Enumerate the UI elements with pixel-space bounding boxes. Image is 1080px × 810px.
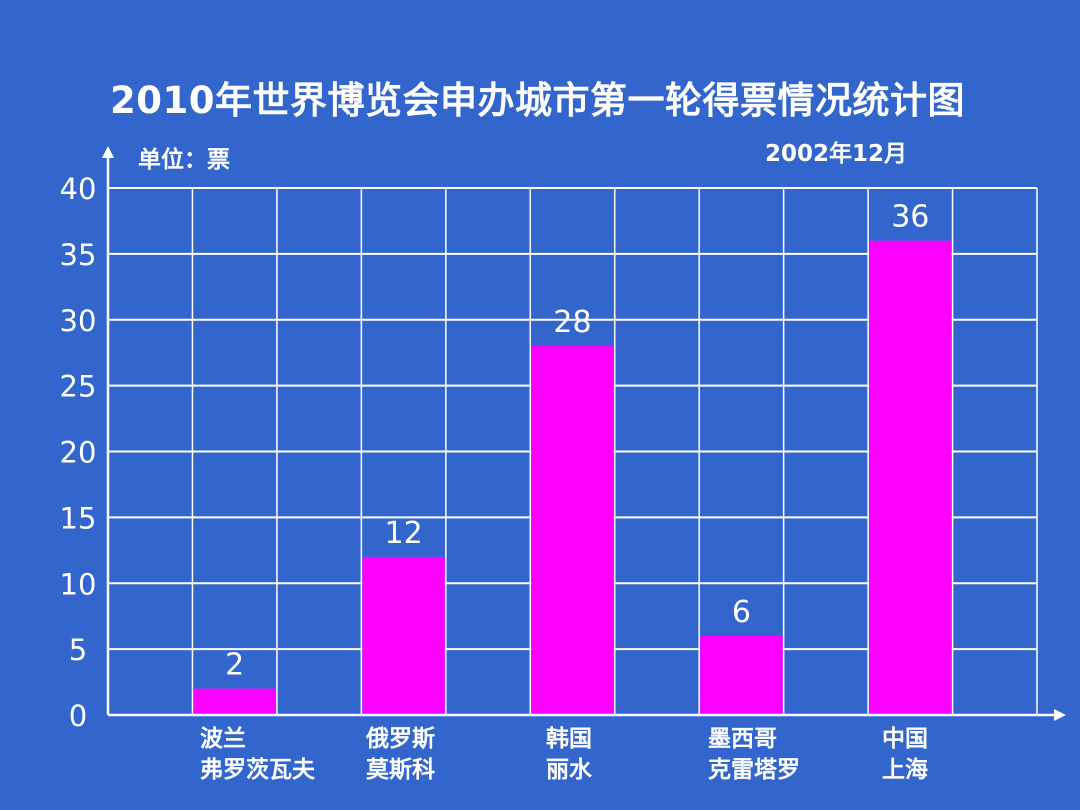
category-label-line: 俄罗斯 [366,726,435,752]
data-label: 2 [225,648,244,683]
category-label: 中国 上海 [882,724,928,786]
y-tick-label: 20 [60,436,97,470]
bar [362,556,445,715]
y-tick-label: 5 [69,633,87,667]
category-label: 韩国 丽水 [546,724,592,786]
category-label-line: 墨西哥 [708,726,777,752]
y-tick-label: 30 [60,304,97,338]
bar [531,346,614,715]
y-tick-label: 40 [60,172,97,206]
date-label: 2002年12月 [765,141,908,167]
data-label: 6 [732,595,751,630]
category-label-line: 上海 [882,757,928,783]
y-tick-label: 25 [60,370,97,404]
y-tick-label: 35 [60,238,97,272]
y-tick-label: 15 [60,501,97,535]
y-axis-arrow-icon [102,146,114,158]
data-label: 12 [384,516,422,551]
category-label-line: 弗罗茨瓦夫 [200,757,315,783]
bar [700,635,783,715]
unit-label: 单位：票 [138,147,230,173]
axes [102,146,1066,721]
x-axis-arrow-icon [1054,709,1066,721]
data-label: 36 [891,200,929,235]
category-label-line: 莫斯科 [366,757,435,783]
y-tick-label: 0 [69,699,87,733]
labels: 2 12 28 6 36 0 5 10 15 20 25 30 35 40 [60,172,930,733]
category-label: 墨西哥 克雷塔罗 [708,724,800,786]
bar [193,688,276,715]
category-label: 俄罗斯 莫斯科 [366,724,435,786]
y-tick-label: 10 [60,567,97,601]
category-label: 波兰 弗罗茨瓦夫 [200,724,315,786]
category-label-line: 波兰 [200,726,246,752]
category-label-line: 韩国 [546,726,592,752]
category-label-line: 中国 [882,726,928,752]
category-label-line: 丽水 [546,757,592,783]
data-label: 28 [553,305,591,340]
bars [193,240,952,715]
chart-title: 2010年世界博览会申办城市第一轮得票情况统计图 [110,79,965,122]
bar [869,240,952,715]
category-label-line: 克雷塔罗 [708,757,800,783]
